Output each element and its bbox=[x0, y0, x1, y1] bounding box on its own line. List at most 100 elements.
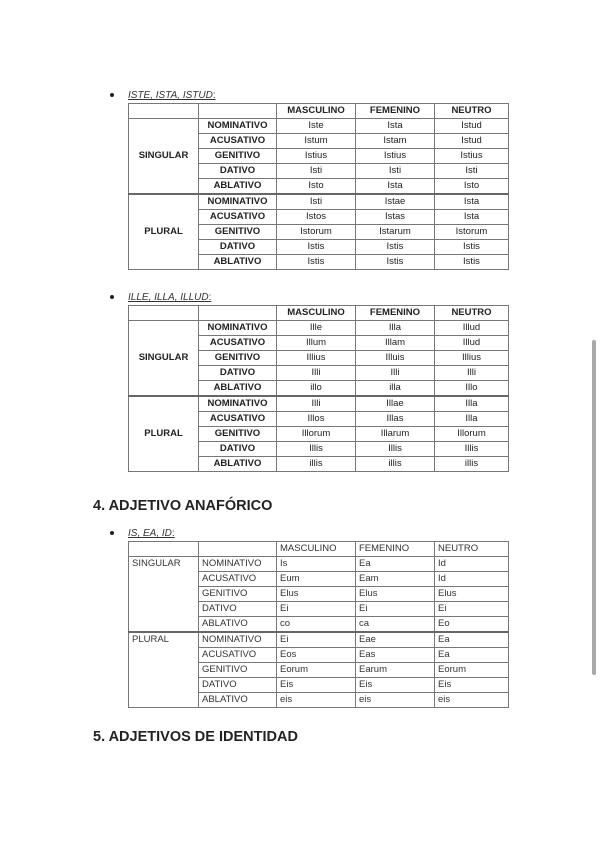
number-label: PLURAL bbox=[128, 395, 199, 472]
form-cell: Istis bbox=[355, 239, 435, 255]
table-row: DATIVO Illi Illi Illi bbox=[129, 365, 509, 381]
table-row: ABLATIVO illo illa Illo bbox=[129, 380, 509, 397]
form-cell: Elus bbox=[276, 586, 356, 602]
column-header: MASCULINO bbox=[276, 103, 356, 119]
table-row: GENITIVO Istorum Istarum Istorum bbox=[129, 224, 509, 240]
form-cell: Illius bbox=[434, 350, 509, 366]
form-cell: Id bbox=[434, 556, 509, 572]
column-header: FEMENINO bbox=[355, 541, 435, 557]
column-header bbox=[128, 103, 199, 119]
bullet-ille-illa-illud: ILLE, ILLA, ILLUD: bbox=[110, 292, 211, 303]
case-label: ABLATIVO bbox=[198, 456, 277, 472]
form-cell: Istis bbox=[276, 254, 356, 270]
form-cell: Illis bbox=[355, 441, 435, 457]
form-cell: Earum bbox=[355, 662, 435, 678]
column-header bbox=[198, 305, 277, 321]
section-heading-adjetivo-anaforico: 4. ADJETIVO ANAFÓRICO bbox=[93, 498, 273, 514]
form-cell: Istis bbox=[276, 239, 356, 255]
column-header bbox=[198, 541, 277, 557]
form-cell: Eorum bbox=[434, 662, 509, 678]
form-cell: Istae bbox=[355, 193, 435, 210]
form-cell: Ei bbox=[276, 631, 356, 648]
form-cell: Illuis bbox=[355, 350, 435, 366]
case-label: ACUSATIVO bbox=[198, 571, 277, 587]
table-row: ABLATIVO eis eis eis bbox=[129, 692, 509, 708]
vertical-scrollbar[interactable] bbox=[592, 340, 596, 675]
form-cell: illis bbox=[434, 456, 509, 472]
table-row: SINGULAR NOMINATIVO Is Ea Id bbox=[128, 556, 509, 633]
case-label: DATIVO bbox=[198, 441, 277, 457]
form-cell: Eae bbox=[355, 631, 435, 648]
form-cell: Eis bbox=[434, 677, 509, 693]
form-cell: Elus bbox=[355, 586, 435, 602]
form-cell: Ei bbox=[434, 601, 509, 617]
number-label: PLURAL bbox=[128, 193, 199, 270]
form-cell: Istarum bbox=[355, 224, 435, 240]
table-row: ACUSATIVO Eum Eam Id bbox=[129, 571, 509, 587]
form-cell: Illorum bbox=[434, 426, 509, 442]
case-label: ACUSATIVO bbox=[198, 209, 277, 225]
number-label: SINGULAR bbox=[128, 118, 199, 195]
form-cell: Istorum bbox=[276, 224, 356, 240]
bullet-text: ISTE, ISTA, ISTUD bbox=[128, 90, 213, 101]
form-cell: eis bbox=[355, 692, 435, 708]
form-cell: Ista bbox=[434, 193, 509, 210]
form-cell: Ea bbox=[355, 556, 435, 572]
case-label: NOMINATIVO bbox=[198, 320, 277, 336]
form-cell: illis bbox=[276, 456, 356, 472]
form-cell: Ista bbox=[434, 209, 509, 225]
form-cell: Illam bbox=[355, 335, 435, 351]
colon: : bbox=[212, 90, 216, 101]
column-header: NEUTRO bbox=[434, 541, 509, 557]
case-label: ABLATIVO bbox=[198, 692, 277, 708]
form-cell: Eis bbox=[355, 677, 435, 693]
form-cell: Istius bbox=[355, 148, 435, 164]
table-row: DATIVO Ei Ei Ei bbox=[129, 601, 509, 617]
table-row: ABLATIVO illis illis illis bbox=[129, 456, 509, 472]
form-cell: Ea bbox=[434, 631, 509, 648]
section-heading-adjetivos-identidad: 5. ADJETIVOS DE IDENTIDAD bbox=[93, 729, 298, 745]
table-row: ACUSATIVO Illum Illam Illud bbox=[129, 335, 509, 351]
case-label: GENITIVO bbox=[198, 224, 277, 240]
declension-table-is: MASCULINO FEMENINO NEUTRO SINGULAR NOMINATIV… bbox=[128, 541, 509, 708]
form-cell: Istud bbox=[434, 118, 509, 134]
form-cell: Ei bbox=[355, 601, 435, 617]
form-cell: Istud bbox=[434, 133, 509, 149]
case-label: NOMINATIVO bbox=[198, 556, 277, 572]
form-cell: Ista bbox=[355, 118, 435, 134]
form-cell: Illae bbox=[355, 395, 435, 412]
form-cell: Istis bbox=[355, 254, 435, 270]
column-header: NEUTRO bbox=[434, 305, 509, 321]
form-cell: Istum bbox=[276, 133, 356, 149]
form-cell: Illud bbox=[434, 335, 509, 351]
form-cell: Istorum bbox=[434, 224, 509, 240]
bullet-is-ea-id: IS, EA, ID: bbox=[110, 528, 175, 539]
bullet-icon bbox=[110, 531, 114, 535]
form-cell: Illos bbox=[276, 411, 356, 427]
form-cell: Isti bbox=[276, 163, 356, 179]
case-label: GENITIVO bbox=[198, 426, 277, 442]
declension-table-ille: MASCULINO FEMENINO NEUTRO SINGULAR NOMINATIV… bbox=[128, 305, 509, 472]
form-cell: Eam bbox=[355, 571, 435, 587]
form-cell: illis bbox=[355, 456, 435, 472]
form-cell: Illi bbox=[276, 365, 356, 381]
header-row: MASCULINO FEMENINO NEUTRO bbox=[128, 305, 509, 321]
form-cell: Elus bbox=[434, 586, 509, 602]
form-cell: Is bbox=[276, 556, 356, 572]
form-cell: Istius bbox=[434, 148, 509, 164]
number-label: SINGULAR bbox=[128, 320, 199, 397]
table-row: ACUSATIVO Istos Istas Ista bbox=[129, 209, 509, 225]
case-label: DATIVO bbox=[198, 365, 277, 381]
form-cell: Illa bbox=[434, 411, 509, 427]
case-label: GENITIVO bbox=[198, 350, 277, 366]
form-cell: Istam bbox=[355, 133, 435, 149]
case-label: DATIVO bbox=[198, 163, 277, 179]
case-label: ACUSATIVO bbox=[198, 411, 277, 427]
form-cell: Isto bbox=[434, 178, 509, 195]
form-cell: Eos bbox=[276, 647, 356, 663]
form-cell: Illius bbox=[276, 350, 356, 366]
case-label: NOMINATIVO bbox=[198, 395, 277, 412]
case-label: ACUSATIVO bbox=[198, 335, 277, 351]
case-label: GENITIVO bbox=[198, 586, 277, 602]
case-label: ABLATIVO bbox=[198, 254, 277, 270]
